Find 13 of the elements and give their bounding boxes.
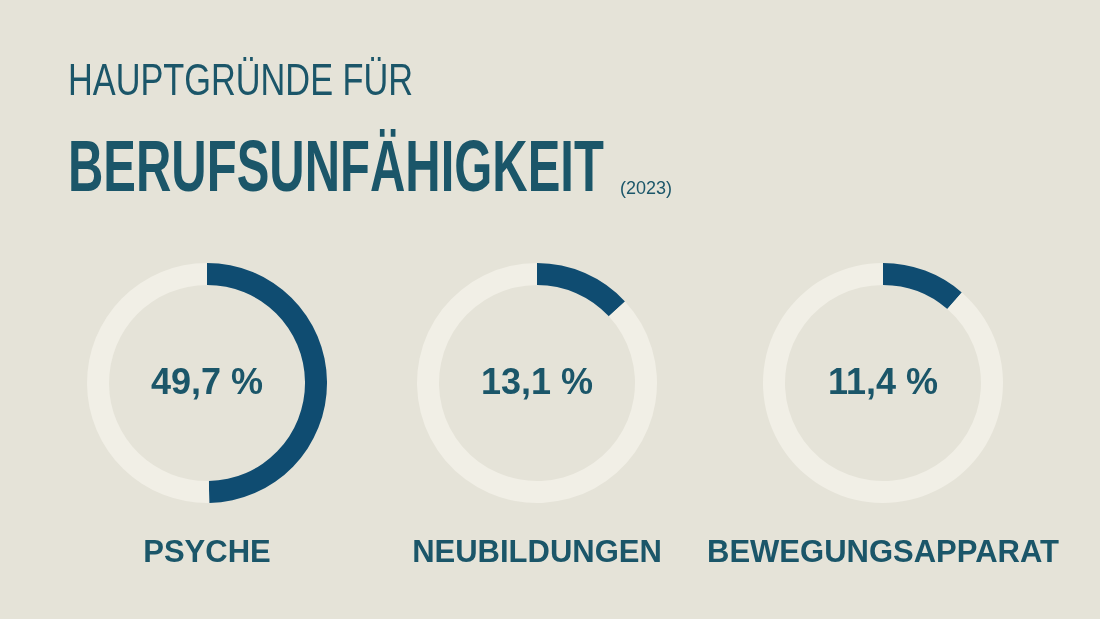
text: PSYCHE — [143, 534, 271, 569]
data-label: 49,7 % — [150, 361, 264, 402]
donut-slice — [537, 263, 625, 317]
text: BERUFSUNFÄHIGKEIT — [68, 125, 604, 207]
donut-slice — [763, 263, 1003, 503]
text: (2023) — [620, 178, 673, 199]
data-label: 13,1 % — [480, 361, 594, 402]
donut-slice — [883, 263, 962, 310]
text: HAUPTGRÜNDE FÜR — [68, 55, 414, 105]
data-label: 11,4 % — [827, 361, 939, 402]
donut-slice — [417, 263, 657, 503]
text: NEUBILDUNGEN — [412, 534, 662, 569]
text: BEWEGUNGSAPPARAT — [707, 534, 1060, 569]
